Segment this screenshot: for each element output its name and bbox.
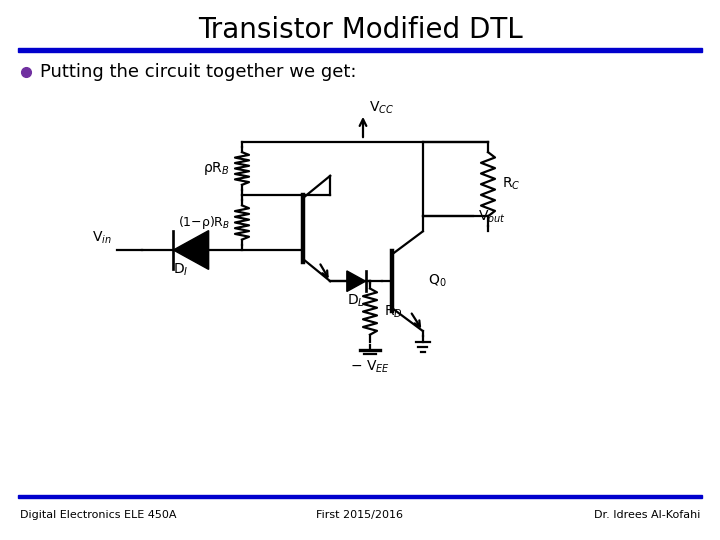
Text: ρR$_{B}$: ρR$_{B}$ <box>203 160 230 177</box>
Text: Q$_{0}$: Q$_{0}$ <box>428 273 446 289</box>
Text: V$_{out}$: V$_{out}$ <box>478 208 505 225</box>
Bar <box>18 495 702 498</box>
Text: V$_{in}$: V$_{in}$ <box>92 230 112 246</box>
Text: R$_{D}$: R$_{D}$ <box>384 303 402 320</box>
Text: D$_{L}$: D$_{L}$ <box>347 293 365 309</box>
Text: Dr. Idrees Al-Kofahi: Dr. Idrees Al-Kofahi <box>593 510 700 520</box>
Text: D$_{I}$: D$_{I}$ <box>174 262 189 278</box>
Text: (1−ρ)R$_{B}$: (1−ρ)R$_{B}$ <box>178 214 230 231</box>
Bar <box>18 48 702 52</box>
Text: V$_{CC}$: V$_{CC}$ <box>369 100 394 116</box>
Text: Putting the circuit together we get:: Putting the circuit together we get: <box>40 63 356 81</box>
Text: Transistor Modified DTL: Transistor Modified DTL <box>197 16 523 44</box>
Text: R$_{C}$: R$_{C}$ <box>502 176 521 192</box>
Text: − V$_{EE}$: − V$_{EE}$ <box>350 359 390 375</box>
Polygon shape <box>347 271 366 292</box>
Text: Digital Electronics ELE 450A: Digital Electronics ELE 450A <box>20 510 176 520</box>
Text: First 2015/2016: First 2015/2016 <box>317 510 403 520</box>
Polygon shape <box>174 231 209 269</box>
